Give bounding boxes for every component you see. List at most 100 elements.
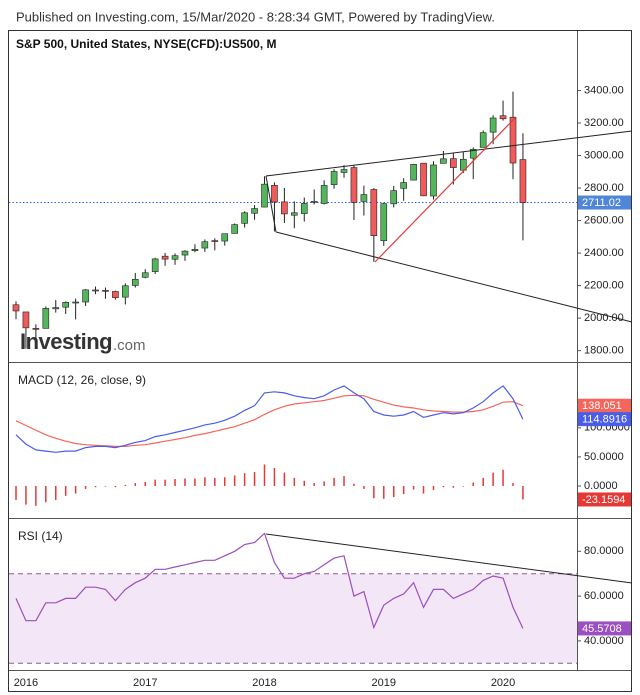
y-tick-label: 2000.00 bbox=[584, 312, 624, 324]
candle-body bbox=[131, 278, 139, 286]
candle-body bbox=[440, 158, 447, 164]
last-value-label: -23.1594 bbox=[582, 494, 625, 506]
histogram-bar bbox=[194, 478, 196, 487]
histogram-bar bbox=[74, 486, 77, 494]
histogram-bar bbox=[442, 486, 445, 488]
histogram-bar bbox=[283, 472, 286, 487]
y-tick-label: 1800.00 bbox=[584, 345, 624, 357]
histogram-bar bbox=[204, 477, 206, 487]
frame bbox=[8, 30, 632, 692]
candle-body bbox=[380, 203, 388, 242]
candle-body bbox=[32, 328, 40, 330]
candle-body bbox=[161, 255, 169, 260]
candle-body bbox=[390, 190, 398, 205]
histogram-bar bbox=[94, 486, 97, 488]
histogram-bar bbox=[343, 476, 345, 487]
candle-body bbox=[141, 272, 149, 278]
candle-body bbox=[261, 183, 268, 208]
histogram-bar bbox=[124, 484, 127, 487]
candle-body bbox=[330, 171, 338, 185]
candle-body bbox=[112, 291, 119, 298]
histogram-bar bbox=[84, 486, 87, 489]
x-tick-label: 2016 bbox=[14, 677, 38, 689]
histogram-bar bbox=[134, 483, 137, 487]
candle-body bbox=[221, 233, 229, 242]
candle-body bbox=[281, 201, 288, 215]
histogram-bar bbox=[462, 486, 465, 487]
histogram-bar bbox=[363, 486, 365, 489]
trendline bbox=[265, 130, 633, 177]
candle-body bbox=[400, 182, 407, 189]
y-tick-label: 3000.00 bbox=[584, 149, 624, 161]
histogram-bar bbox=[293, 477, 296, 487]
y-tick-label: 0.0000 bbox=[584, 480, 618, 492]
candle-body bbox=[310, 201, 318, 203]
watermark: Investing bbox=[20, 329, 112, 354]
histogram-bar bbox=[492, 472, 494, 487]
x-tick-label: 2019 bbox=[372, 677, 396, 689]
candle-body bbox=[519, 159, 527, 203]
histogram-bar bbox=[104, 486, 107, 487]
candle-body bbox=[459, 158, 467, 171]
candle-body bbox=[12, 304, 20, 312]
candle-body bbox=[181, 250, 189, 256]
y-tick-label: 2200.00 bbox=[584, 280, 624, 292]
pane-title: RSI (14) bbox=[18, 529, 63, 543]
candle-body bbox=[102, 290, 109, 292]
candle-body bbox=[171, 255, 179, 260]
candle-body bbox=[241, 212, 248, 224]
histogram-bar bbox=[482, 477, 484, 487]
y-tick-label: 80.0000 bbox=[584, 545, 624, 557]
histogram-bar bbox=[45, 486, 47, 503]
trendline bbox=[374, 117, 516, 263]
histogram-bar bbox=[64, 486, 67, 496]
histogram-bar bbox=[184, 478, 186, 487]
histogram-bar bbox=[164, 479, 166, 487]
histogram-bar bbox=[303, 480, 306, 487]
histogram-bar bbox=[214, 477, 216, 487]
candle-body bbox=[151, 258, 159, 272]
candle-body bbox=[479, 132, 487, 148]
histogram-bar bbox=[313, 483, 315, 487]
histogram-bar bbox=[233, 475, 236, 487]
y-tick-label: 3400.00 bbox=[584, 84, 624, 96]
histogram-bar bbox=[472, 482, 474, 487]
candle-body bbox=[22, 311, 30, 329]
last-value-label: 138.051 bbox=[582, 400, 622, 412]
histogram-bar bbox=[383, 486, 385, 499]
candle-body bbox=[211, 240, 219, 242]
trendline bbox=[265, 175, 277, 233]
candle-body bbox=[370, 189, 378, 236]
chart-title: S&P 500, United States, NYSE(CFD):US500,… bbox=[16, 37, 277, 51]
candle-body bbox=[430, 164, 437, 197]
histogram-bar bbox=[432, 486, 435, 491]
candle-body bbox=[300, 203, 308, 214]
histogram-bar bbox=[412, 486, 415, 490]
candle-body bbox=[72, 301, 79, 304]
histogram-bar bbox=[373, 486, 375, 499]
histogram-bar bbox=[253, 472, 256, 487]
histogram-bar bbox=[323, 481, 325, 487]
indicator-line bbox=[15, 394, 524, 447]
last-value-label: 45.5708 bbox=[582, 623, 622, 635]
candle-body bbox=[469, 149, 477, 159]
pane-title: MACD (12, 26, close, 9) bbox=[18, 373, 146, 387]
y-tick-label: 3200.00 bbox=[584, 117, 624, 129]
histogram-bar bbox=[25, 486, 27, 505]
candle-body bbox=[420, 162, 427, 197]
candle-body bbox=[360, 194, 368, 202]
candle-body bbox=[42, 308, 50, 329]
candle-body bbox=[191, 249, 199, 251]
y-tick-label: 2400.00 bbox=[584, 247, 624, 259]
candle-body bbox=[320, 185, 328, 204]
histogram-bar bbox=[502, 469, 504, 487]
histogram-bar bbox=[154, 479, 156, 487]
histogram-bar bbox=[243, 473, 246, 487]
trendline bbox=[265, 533, 633, 584]
histogram-bar bbox=[422, 486, 425, 494]
histogram-bar bbox=[273, 467, 276, 487]
y-tick-label: 60.0000 bbox=[584, 590, 624, 602]
candle-body bbox=[291, 212, 298, 216]
last-value-box bbox=[578, 621, 631, 636]
